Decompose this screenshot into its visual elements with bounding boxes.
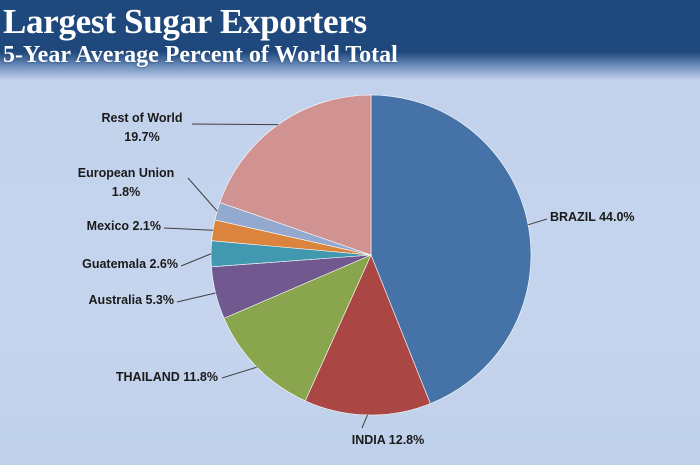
data-label: Rest of World: [101, 111, 182, 125]
pie-slice-rest-of-world: [219, 94, 372, 256]
leader-line: [361, 414, 368, 429]
data-label: BRAZIL 44.0%: [550, 210, 635, 224]
leader-line: [527, 218, 548, 226]
leader-line: [221, 366, 258, 379]
chart-title: Largest Sugar Exporters: [3, 2, 367, 41]
data-label: INDIA 12.8%: [352, 433, 424, 447]
chart-subtitle: 5-Year Average Percent of World Total: [3, 42, 398, 68]
leader-line: [180, 253, 212, 267]
leader-line: [187, 177, 218, 212]
leader-line: [191, 123, 279, 126]
data-label: THAILAND 11.8%: [116, 370, 218, 384]
data-label: Mexico 2.1%: [87, 219, 161, 233]
data-label: European Union: [78, 166, 175, 180]
data-label: Guatemala 2.6%: [82, 257, 178, 271]
data-label: Australia 5.3%: [89, 293, 174, 307]
data-label: 1.8%: [112, 185, 141, 199]
data-label: 19.7%: [124, 130, 159, 144]
pie-slice-india: [304, 254, 431, 416]
leader-line: [176, 292, 216, 303]
leader-line: [163, 227, 213, 231]
